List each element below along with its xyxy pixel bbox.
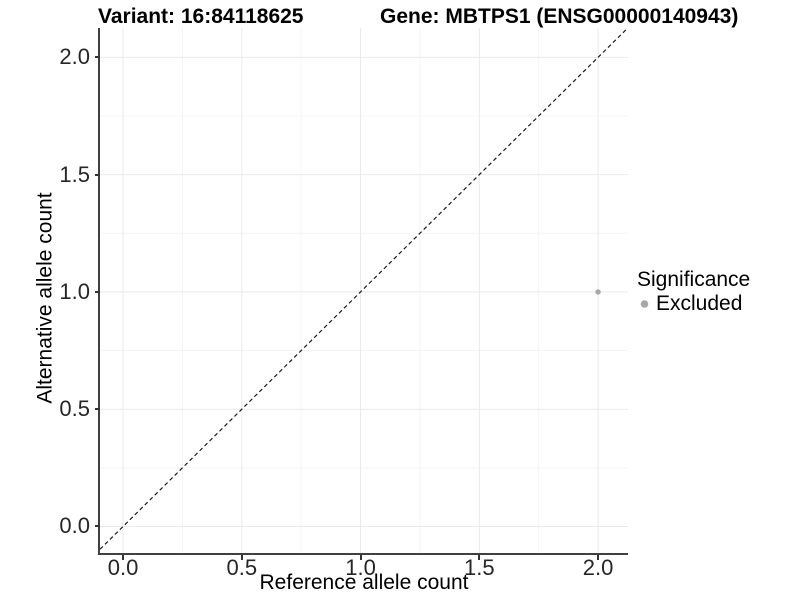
x-tick-mark bbox=[597, 555, 600, 560]
excluded-dot-icon bbox=[640, 300, 649, 308]
x-tick-mark bbox=[359, 555, 362, 560]
x-tick-mark bbox=[240, 555, 243, 560]
x-tick-label: 2.0 bbox=[582, 555, 614, 580]
legend-entry-label: Excluded bbox=[656, 292, 743, 316]
legend: Significance Excluded bbox=[637, 268, 750, 315]
y-tick-mark bbox=[95, 290, 100, 293]
y-tick-label: 0.5 bbox=[59, 396, 90, 422]
x-tick-label: 0.5 bbox=[226, 555, 258, 580]
x-tick-label: 0.0 bbox=[107, 555, 139, 580]
variant-title: Variant: 16:84118625 bbox=[98, 5, 304, 28]
y-axis-title: Alternative allele count bbox=[33, 192, 57, 404]
y-tick-mark bbox=[95, 525, 100, 528]
y-tick-mark bbox=[95, 173, 100, 176]
x-axis-title: Reference allele count bbox=[259, 571, 469, 594]
plot-canvas bbox=[99, 27, 629, 553]
x-tick-mark bbox=[122, 555, 125, 560]
data-point bbox=[595, 289, 601, 295]
y-tick-label: 2.0 bbox=[59, 44, 90, 70]
y-tick-mark bbox=[95, 56, 100, 59]
plot-panel bbox=[99, 27, 629, 553]
identity-line bbox=[99, 27, 629, 550]
x-tick-label: 1.5 bbox=[464, 555, 495, 580]
legend-title: Significance bbox=[637, 268, 751, 291]
legend-key-dot-icon bbox=[640, 300, 649, 308]
x-axis-line bbox=[98, 553, 628, 555]
legend-entry: Excluded bbox=[637, 292, 750, 315]
gene-title: Gene: MBTPS1 (ENSG00000140943) bbox=[380, 5, 739, 28]
x-tick-mark bbox=[478, 555, 481, 560]
y-tick-mark bbox=[95, 408, 100, 411]
y-tick-label: 1.5 bbox=[59, 161, 90, 187]
y-tick-label: 0.0 bbox=[59, 513, 90, 539]
x-tick-label: 1.0 bbox=[345, 555, 376, 580]
y-tick-label: 1.0 bbox=[59, 278, 90, 304]
